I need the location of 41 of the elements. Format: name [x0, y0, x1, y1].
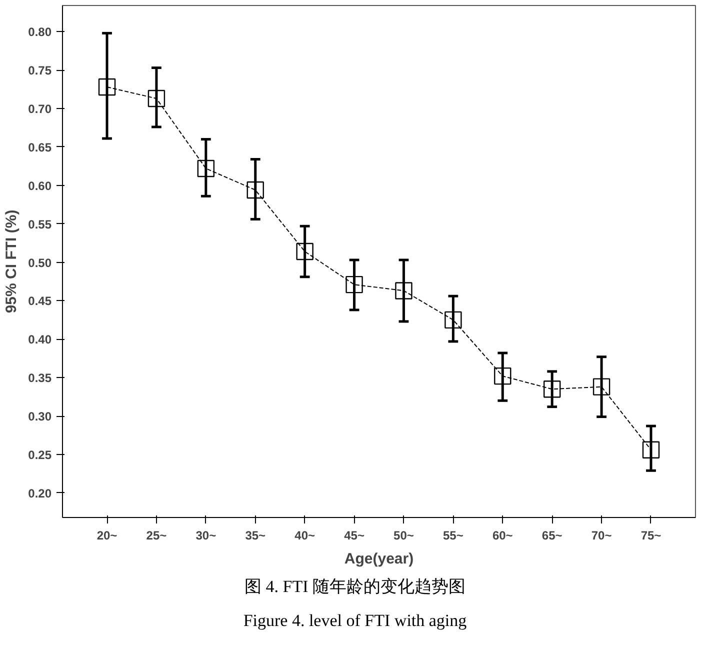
y-tick-label: 0.50 [28, 256, 52, 270]
point [444, 311, 462, 329]
y-tick-label: 0.60 [28, 178, 52, 193]
x-tick-label: 30~ [196, 528, 216, 542]
y-tick-label: 0.80 [28, 25, 52, 40]
x-tick-label: 45~ [344, 528, 364, 542]
x-axis-title: Age(year) [344, 550, 414, 568]
y-tick-label: 0.30 [28, 410, 52, 424]
y-tick-label: 0.35 [28, 371, 52, 386]
x-tick-label: 20~ [96, 528, 118, 542]
y-tick-label: 0.70 [28, 102, 52, 116]
x-tick-label: 55~ [443, 528, 464, 542]
x-tick-label: 25~ [146, 528, 167, 542]
x-tick-label: 35~ [245, 528, 266, 542]
x-tick-label: 60~ [492, 528, 513, 542]
point [197, 160, 215, 178]
point [494, 367, 512, 385]
y-axis-title: 95% CI FTI (%) [3, 210, 20, 314]
y-tick-label: 0.25 [28, 448, 52, 462]
x-tick-label: 50~ [394, 528, 414, 542]
x-tick-label: 75~ [640, 528, 662, 542]
point [395, 282, 412, 300]
x-tick-label: 40~ [294, 528, 315, 542]
point [98, 78, 116, 96]
point [543, 380, 561, 398]
y-tick-label: 0.45 [28, 294, 52, 308]
point [148, 90, 166, 108]
caption: Figure 4. level of FTI with aging [243, 610, 467, 632]
x-tick-label: 70~ [591, 528, 612, 542]
point [246, 181, 264, 199]
y-tick-label: 0.55 [28, 217, 52, 232]
point [296, 242, 314, 260]
point [346, 276, 363, 294]
y-tick-label: 0.75 [28, 64, 52, 78]
point [592, 378, 610, 396]
y-tick-label: 0.65 [28, 140, 52, 154]
y-tick-label: 0.20 [28, 486, 52, 500]
y-tick-label: 0.40 [28, 332, 52, 347]
point [642, 441, 660, 458]
x-tick-label: 65~ [542, 528, 562, 542]
caption: 图 4. FTI 随年龄的变化趋势图 [244, 576, 466, 598]
